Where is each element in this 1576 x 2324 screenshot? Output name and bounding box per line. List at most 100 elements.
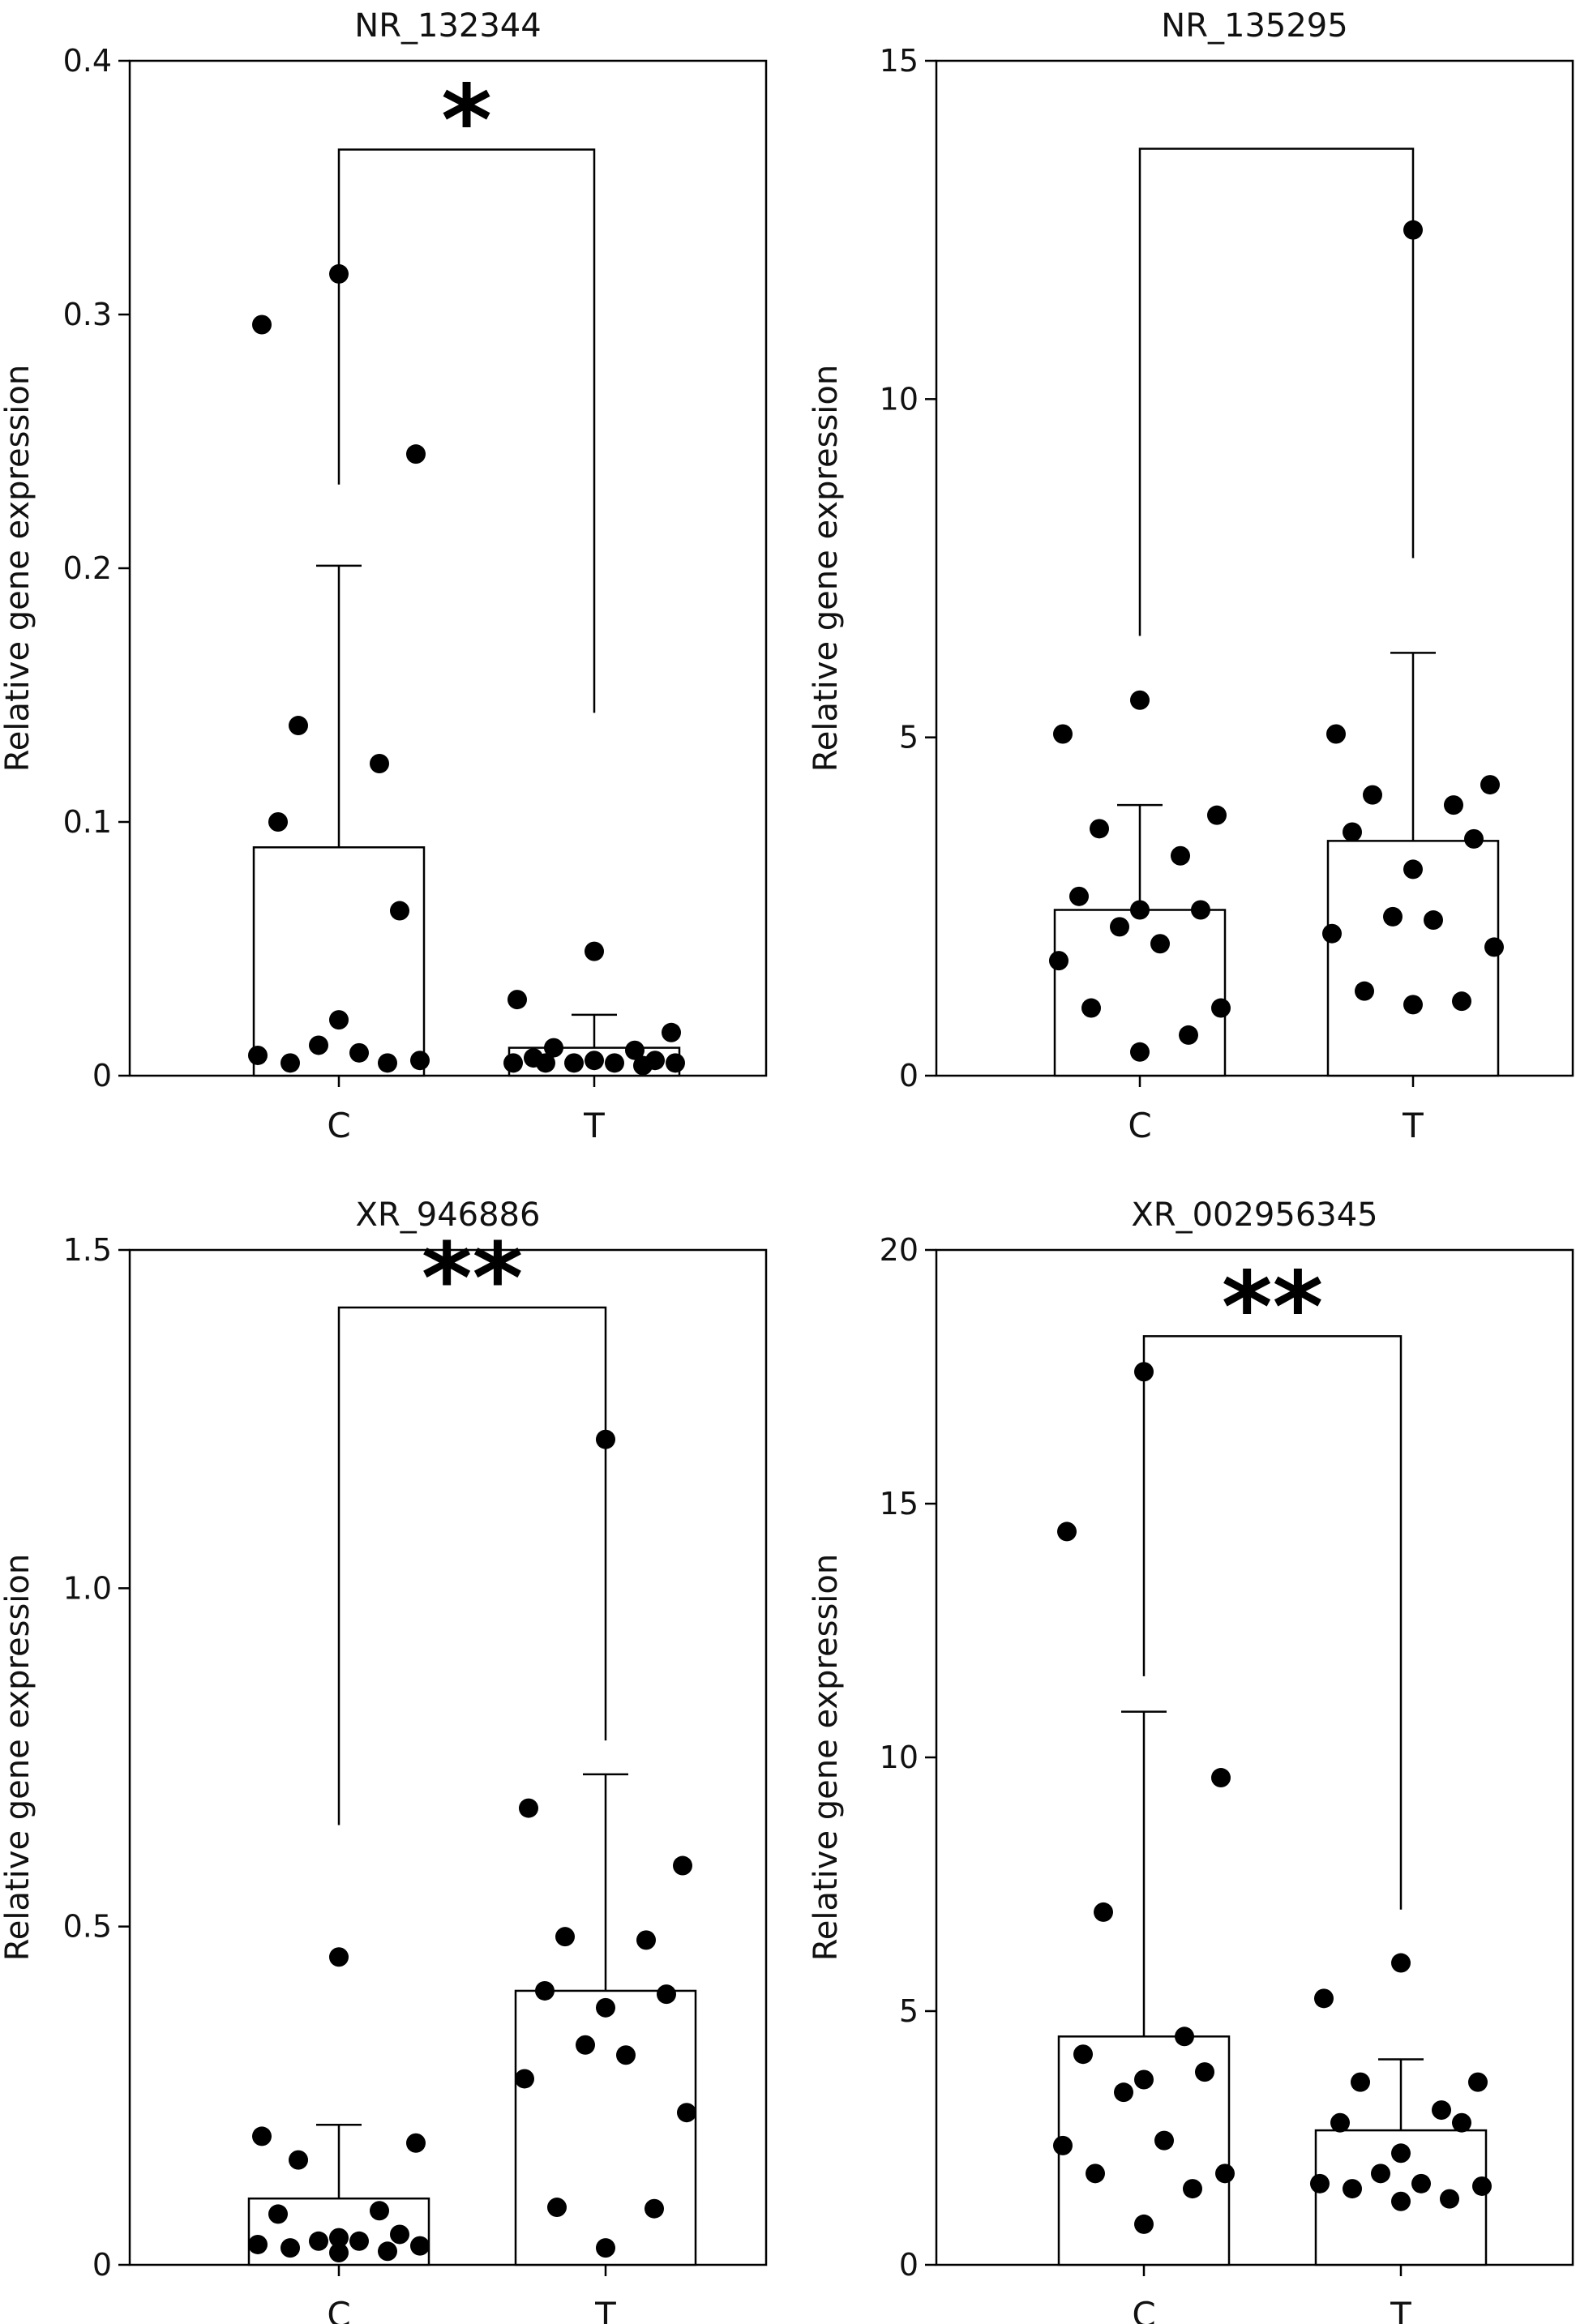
data-point-T — [1343, 2179, 1362, 2199]
data-point-T — [633, 1055, 653, 1076]
data-point-T — [605, 1053, 624, 1073]
x-category-label: T — [1402, 1106, 1424, 1145]
data-point-C — [1195, 2062, 1214, 2082]
y-tick-label: 0 — [899, 1058, 919, 1094]
x-category-label: C — [1132, 2295, 1155, 2324]
data-point-T — [519, 1798, 538, 1818]
data-point-C — [1069, 886, 1089, 906]
data-point-C — [329, 1947, 349, 1967]
y-tick-label: 0 — [899, 2247, 919, 2283]
y-tick-label: 15 — [880, 1486, 919, 1522]
data-point-T — [503, 1053, 523, 1073]
data-point-C — [1090, 819, 1109, 839]
y-tick-label: 0.5 — [63, 1909, 112, 1945]
data-point-C — [268, 2204, 288, 2224]
significance-bracket — [1138, 148, 1415, 636]
data-point-T — [1391, 2143, 1411, 2164]
data-point-C — [1081, 998, 1101, 1018]
x-category-label: T — [1390, 2295, 1411, 2324]
data-point-C — [1049, 951, 1069, 971]
data-point-C — [1086, 2164, 1105, 2184]
y-tick-label: 0.2 — [63, 550, 112, 586]
plot-frame — [935, 1248, 1574, 2266]
y-tick-label: 20 — [880, 1232, 919, 1268]
x-category-label: T — [594, 2295, 616, 2324]
chart-title: XR_946886 — [356, 1196, 541, 1234]
data-point-T — [1363, 785, 1382, 805]
data-point-T — [1403, 995, 1423, 1015]
data-point-T — [1484, 937, 1504, 957]
data-point-T — [547, 2198, 567, 2218]
data-point-T — [507, 990, 527, 1010]
data-point-C — [309, 2231, 328, 2251]
data-point-T — [1371, 2164, 1390, 2184]
data-point-C — [1057, 1522, 1077, 1542]
data-point-C — [390, 2224, 409, 2245]
data-point-T — [555, 1927, 575, 1947]
y-axis-label: Relative gene expression — [807, 365, 845, 772]
data-point-C — [252, 2126, 272, 2146]
data-point-T — [536, 1053, 555, 1073]
data-point-C — [268, 812, 288, 832]
data-point-C — [1207, 805, 1227, 825]
data-point-C — [1154, 2130, 1174, 2151]
y-tick-label: 15 — [880, 43, 919, 79]
chart-panel-2: NR_135295 Relative gene expression 0 5 10 15 C… — [807, 7, 1574, 1145]
data-point-C — [349, 1042, 369, 1063]
y-tick-label: 1.0 — [63, 1570, 112, 1606]
data-point-T — [1472, 2176, 1492, 2196]
data-point-C — [1179, 1025, 1198, 1045]
data-point-T — [564, 1053, 584, 1073]
data-point-T — [666, 1053, 685, 1073]
significance-marker: ** — [422, 1223, 524, 1336]
data-point-T — [1468, 2072, 1488, 2092]
y-tick-label: 5 — [899, 1993, 919, 2029]
bar-C — [252, 846, 426, 1077]
data-point-T — [585, 1051, 604, 1071]
data-point-C — [281, 1053, 300, 1073]
data-point-T — [585, 941, 604, 961]
data-point-C — [252, 315, 272, 335]
data-point-C — [1134, 2214, 1154, 2234]
x-category-label: C — [1128, 1106, 1151, 1145]
data-point-C — [1171, 845, 1190, 866]
x-category-label: C — [327, 1106, 350, 1145]
data-point-C — [248, 1045, 268, 1065]
y-tick-label: 0.4 — [63, 43, 112, 79]
data-point-C — [329, 2228, 349, 2248]
data-point-C — [289, 2150, 308, 2170]
data-point-C — [378, 2241, 397, 2262]
data-point-T — [1355, 981, 1374, 1001]
plot-frame — [935, 59, 1574, 1077]
bar-T — [1326, 840, 1500, 1077]
data-point-C — [281, 2238, 300, 2258]
data-point-C — [370, 2201, 389, 2221]
data-point-C — [248, 2234, 268, 2254]
data-point-T — [535, 1980, 555, 2001]
data-point-C — [329, 2242, 349, 2262]
data-point-T — [576, 2035, 595, 2055]
chart-title: XR_002956345 — [1131, 1196, 1377, 1234]
bar-T — [514, 1989, 697, 2266]
data-point-T — [673, 1855, 692, 1876]
y-tick-label: 10 — [880, 381, 919, 417]
significance-bracket — [1142, 1335, 1403, 1910]
data-point-C — [329, 1010, 349, 1030]
data-point-C — [410, 2236, 430, 2256]
data-point-T — [1432, 2100, 1451, 2121]
chart-panel-3: XR_946886 Relative gene expression 0 0.5 1.0… — [0, 1196, 768, 2324]
data-point-T — [1330, 2112, 1350, 2133]
data-point-T — [1391, 1953, 1411, 1973]
data-point-C — [1130, 900, 1150, 920]
data-point-T — [1440, 2189, 1459, 2209]
y-tick-label: 1.5 — [63, 1232, 112, 1268]
data-point-C — [289, 716, 308, 736]
data-point-T — [1452, 2112, 1471, 2133]
y-axis-label: Relative gene expression — [0, 1554, 36, 1961]
y-tick-label: 0.3 — [63, 297, 112, 332]
y-tick-label: 0 — [92, 1058, 112, 1094]
data-point-T — [1403, 859, 1423, 880]
data-point-C — [1094, 1902, 1113, 1922]
data-point-T — [1391, 2191, 1411, 2211]
